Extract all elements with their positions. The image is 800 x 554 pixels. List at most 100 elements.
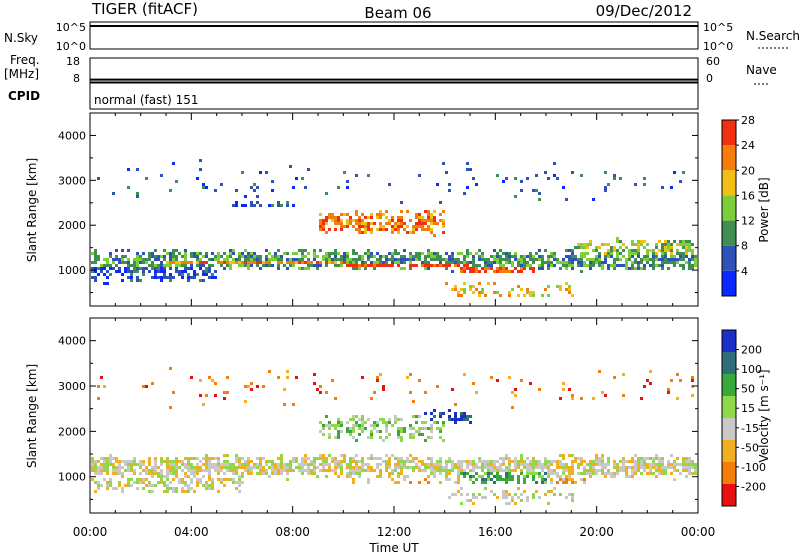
- heatmap-cell: [466, 472, 469, 475]
- heatmap-cell: [418, 252, 421, 255]
- heatmap-cell: [691, 249, 694, 252]
- heatmap-cell: [334, 424, 337, 427]
- heatmap-cell: [283, 469, 286, 472]
- heatmap-cell: [376, 430, 379, 433]
- colorbar-segment: [722, 270, 736, 296]
- heatmap-cell: [466, 264, 469, 267]
- heatmap-cell: [688, 258, 691, 261]
- heatmap-cell: [292, 261, 295, 264]
- heatmap-cell: [688, 267, 691, 270]
- heatmap-cell: [211, 273, 214, 276]
- heatmap-cell: [157, 270, 160, 273]
- heatmap-cell: [493, 469, 496, 472]
- heatmap-cell: [661, 457, 664, 460]
- heatmap-cell: [358, 255, 361, 258]
- heatmap-cell: [439, 466, 442, 469]
- heatmap-cell: [568, 255, 571, 258]
- heatmap-cell: [190, 255, 193, 258]
- heatmap-cell: [226, 469, 229, 472]
- heatmap-cell: [502, 490, 505, 493]
- heatmap-cell: [148, 472, 151, 475]
- heatmap-cell: [502, 463, 505, 466]
- heatmap-cell: [304, 267, 307, 270]
- heatmap-cell: [205, 394, 208, 397]
- heatmap-cell: [172, 261, 175, 264]
- heatmap-cell: [127, 481, 130, 484]
- heatmap-cell: [184, 264, 187, 267]
- heatmap-cell: [442, 439, 445, 442]
- heatmap-cell: [289, 466, 292, 469]
- heatmap-cell: [568, 249, 571, 252]
- heatmap-cell: [508, 258, 511, 261]
- heatmap-cell: [196, 463, 199, 466]
- heatmap-cell: [91, 469, 94, 472]
- heatmap-cell: [166, 469, 169, 472]
- heatmap-cell: [340, 258, 343, 261]
- heatmap-cell: [385, 436, 388, 439]
- heatmap-cell: [658, 460, 661, 463]
- heatmap-cell: [370, 261, 373, 264]
- heatmap-cell: [403, 255, 406, 258]
- heatmap-cell: [616, 472, 619, 475]
- heatmap-cell: [328, 252, 331, 255]
- heatmap-cell: [346, 258, 349, 261]
- heatmap-cell: [640, 460, 643, 463]
- heatmap-cell: [631, 264, 634, 267]
- heatmap-cell: [652, 249, 655, 252]
- heatmap-cell: [583, 261, 586, 264]
- heatmap-cell: [292, 186, 295, 189]
- heatmap-cell: [163, 481, 166, 484]
- heatmap-cell: [559, 466, 562, 469]
- heatmap-cell: [415, 457, 418, 460]
- heatmap-cell: [466, 162, 469, 165]
- heatmap-cell: [565, 261, 568, 264]
- heatmap-cell: [598, 252, 601, 255]
- heatmap-cell: [337, 222, 340, 225]
- heatmap-cell: [388, 466, 391, 469]
- heatmap-cell: [499, 294, 502, 297]
- heatmap-cell: [214, 189, 217, 192]
- heatmap-cell: [544, 288, 547, 291]
- heatmap-cell: [655, 255, 658, 258]
- heatmap-cell: [682, 171, 685, 174]
- heatmap-cell: [502, 267, 505, 270]
- heatmap-cell: [685, 460, 688, 463]
- heatmap-cell: [523, 460, 526, 463]
- heatmap-cell: [691, 463, 694, 466]
- heatmap-cell: [505, 478, 508, 481]
- heatmap-cell: [466, 252, 469, 255]
- heatmap-cell: [571, 252, 574, 255]
- heatmap-cell: [601, 243, 604, 246]
- colorbar-segment: [722, 170, 736, 196]
- heatmap-cell: [547, 463, 550, 466]
- heatmap-cell: [304, 469, 307, 472]
- heatmap-cell: [184, 475, 187, 478]
- heatmap-cell: [376, 463, 379, 466]
- heatmap-cell: [499, 478, 502, 481]
- heatmap-cell: [547, 466, 550, 469]
- colorbar-segment: [722, 462, 736, 484]
- heatmap-cell: [571, 478, 574, 481]
- heatmap-cell: [568, 288, 571, 291]
- heatmap-cell: [421, 222, 424, 225]
- heatmap-cell: [259, 204, 262, 207]
- heatmap-cell: [619, 469, 622, 472]
- heatmap-cell: [565, 469, 568, 472]
- heatmap-cell: [163, 475, 166, 478]
- heatmap-cell: [166, 487, 169, 490]
- heatmap-cell: [517, 478, 520, 481]
- heatmap-cell: [184, 252, 187, 255]
- heatmap-cell: [325, 264, 328, 267]
- heatmap-cell: [115, 460, 118, 463]
- heatmap-cell: [367, 258, 370, 261]
- heatmap-cell: [574, 460, 577, 463]
- heatmap-cell: [532, 475, 535, 478]
- heatmap-cell: [91, 267, 94, 270]
- heatmap-cell: [241, 171, 244, 174]
- heatmap-cell: [181, 273, 184, 276]
- heatmap-cell: [562, 382, 565, 385]
- heatmap-cell: [337, 436, 340, 439]
- heatmap-cell: [160, 463, 163, 466]
- colorbar-tick-label: 24: [741, 139, 755, 152]
- heatmap-cell: [688, 243, 691, 246]
